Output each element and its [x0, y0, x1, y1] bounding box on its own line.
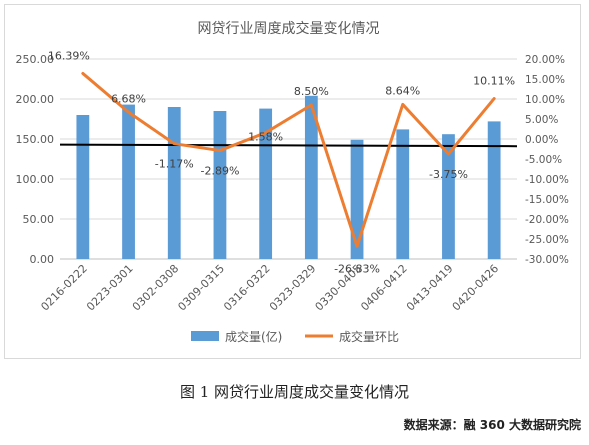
x-tick-label: 0420-0426: [450, 262, 502, 314]
y-right-tick-label: -20.00%: [525, 214, 569, 226]
figure-caption: 图 1 网贷行业周度成交量变化情况: [179, 383, 410, 401]
legend-label-line: 成交量环比: [339, 329, 399, 344]
y-right-tick-label: -30.00%: [525, 254, 569, 266]
bar: [76, 115, 90, 259]
y-right-tick-label: -10.00%: [525, 174, 569, 186]
data-label: -3.75%: [429, 168, 468, 181]
data-label: 8.64%: [385, 84, 420, 97]
chart-frame: 网贷行业周度成交量变化情况 0.00 50.00 100.00 150.00 200.00…: [4, 4, 581, 359]
bar: [442, 134, 455, 259]
y-left-tick-label: 150.00: [16, 133, 55, 146]
bar: [167, 107, 181, 259]
bar: [122, 104, 135, 259]
y-left-tick-label: 100.00: [16, 173, 55, 186]
data-label: -2.89%: [200, 165, 239, 178]
data-label: 8.50%: [294, 85, 329, 98]
data-label: -1.17%: [155, 158, 194, 171]
legend-swatch-bar: [191, 331, 219, 341]
bar: [396, 129, 410, 259]
data-label: 10.11%: [473, 75, 515, 88]
y-right-tick-label: -5.00%: [525, 154, 562, 166]
x-tick-label: 0216-0222: [38, 262, 90, 314]
bar: [304, 95, 318, 259]
chart-title: 网贷行业周度成交量变化情况: [198, 20, 380, 37]
x-tick-label: 0309-0315: [175, 262, 227, 314]
y-right-tick-label: 0.00%: [525, 134, 558, 146]
y-right-tick-label: 10.00%: [525, 94, 565, 106]
data-source: 数据来源：融 360 大数据研究院: [403, 418, 581, 432]
data-label: 1.58%: [248, 131, 283, 144]
x-tick-label: 0323-0329: [267, 262, 319, 314]
x-tick-label: 0302-0308: [130, 262, 182, 314]
y-right-tick-label: 15.00%: [525, 74, 565, 86]
y-left-tick-label: 200.00: [16, 93, 55, 106]
y-right-tick-label: 20.00%: [525, 54, 565, 66]
data-label: 16.39%: [48, 49, 90, 62]
x-tick-label: 0223-0301: [84, 262, 136, 314]
chart: 网贷行业周度成交量变化情况 0.00 50.00 100.00 150.00 200.00…: [16, 20, 569, 344]
x-tick-label: 0413-0419: [404, 262, 456, 314]
y-left-tick-label: 0.00: [30, 253, 55, 266]
data-label: 6.68%: [111, 92, 146, 105]
data-label: -26.83%: [334, 262, 380, 275]
legend-label-bar: 成交量(亿): [225, 329, 282, 344]
bar: [350, 139, 364, 259]
y-right-tick-label: -25.00%: [525, 234, 569, 246]
y-right-tick-label: -15.00%: [525, 194, 569, 206]
y-left-tick-label: 250.00: [16, 53, 55, 66]
bar: [213, 111, 227, 259]
series-line: [81, 71, 496, 248]
x-tick-label: 0316-0322: [221, 262, 273, 314]
bar: [487, 121, 501, 260]
y-left-tick-label: 50.00: [23, 213, 55, 226]
y-right-tick-label: 5.00%: [525, 114, 558, 126]
